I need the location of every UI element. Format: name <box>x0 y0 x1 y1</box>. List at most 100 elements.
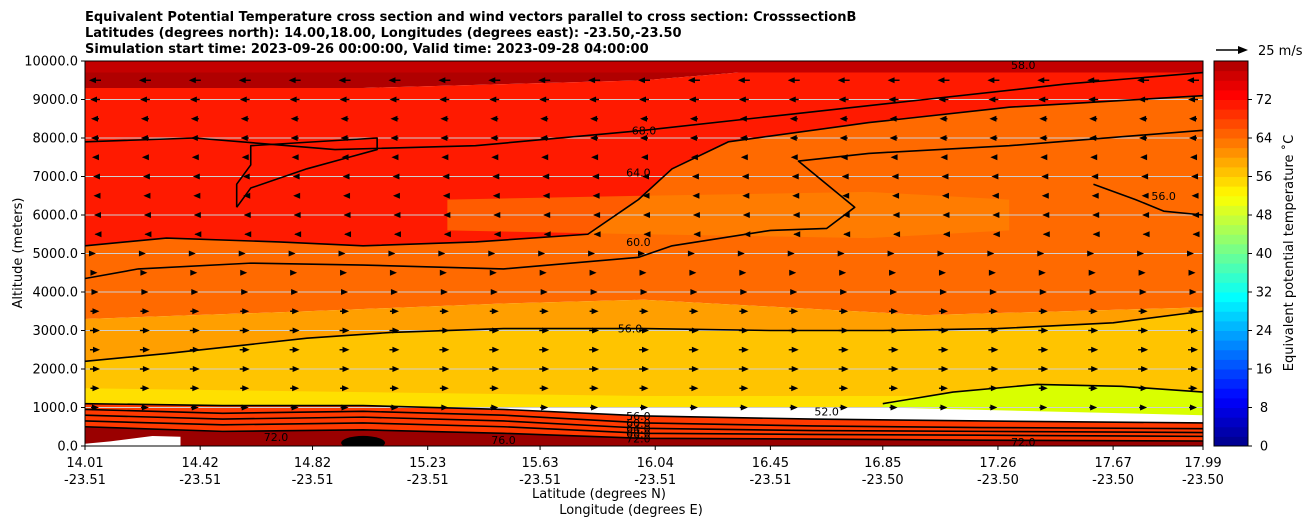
wind-vector-head <box>342 385 350 392</box>
wind-vector-head <box>140 269 148 276</box>
wind-vector-head <box>443 212 451 218</box>
wind-vector-head <box>340 269 348 276</box>
wind-vector-head <box>791 173 799 180</box>
wind-vector-head <box>687 77 695 84</box>
wind-vector-head <box>791 327 799 334</box>
wind-vector-head <box>91 404 99 411</box>
wind-vector-head <box>1089 135 1097 141</box>
wind-vector-head <box>1137 77 1145 84</box>
wind-vector-head <box>543 231 551 238</box>
colorbar-segment <box>1214 166 1248 177</box>
colorbar-segment <box>1214 186 1248 197</box>
wind-vector-head <box>538 250 546 257</box>
wind-vector-head <box>791 366 799 372</box>
x-tick-label-longitude: -23.50 <box>1182 473 1224 488</box>
wind-vector-head <box>292 308 300 315</box>
wind-vector-head <box>940 385 948 392</box>
contour-line-64 <box>85 414 1203 434</box>
wind-vector-head <box>342 173 350 180</box>
wind-vector-head <box>1091 366 1099 372</box>
wind-vector-head <box>1041 366 1049 372</box>
wind-vector-head <box>389 269 397 276</box>
contour-line-60 <box>85 408 1203 430</box>
wind-vector-head <box>593 212 601 218</box>
wind-vector-head <box>342 366 350 372</box>
y-tick-label: 5000.0 <box>33 247 79 262</box>
wind-vector-head <box>1039 289 1047 295</box>
wind-vector-head <box>92 346 100 353</box>
wind-vector-head <box>790 154 798 161</box>
colorbar-label: Equivalent potential temperature ˚C <box>1281 135 1297 371</box>
wind-vector-head <box>939 289 947 295</box>
wind-vector-head <box>740 404 748 411</box>
wind-vector-head <box>388 77 396 84</box>
wind-vector-head <box>144 231 152 238</box>
wind-vector-head <box>342 327 350 334</box>
contour-label: 64.0 <box>626 167 651 180</box>
wind-vector-head <box>140 115 148 122</box>
wind-vector-head <box>1037 77 1045 84</box>
wind-vector-head <box>1091 346 1099 353</box>
colorbar-segment <box>1214 70 1248 81</box>
wind-vector-head <box>640 135 647 141</box>
wind-vector-head <box>391 308 399 315</box>
wind-vector-head <box>391 404 399 411</box>
wind-vector-head <box>742 212 750 218</box>
wind-vector-head <box>838 96 846 103</box>
wind-vector-head <box>691 173 699 180</box>
colorbar-segment <box>1214 263 1248 274</box>
wind-vector-head <box>1090 154 1098 161</box>
contour-label: 68.0 <box>626 427 651 440</box>
wind-vector-head <box>192 327 200 334</box>
wind-vector-head <box>791 308 799 315</box>
wind-vector-head <box>1040 308 1048 315</box>
wind-vector-head <box>643 231 651 238</box>
y-axis-label: Altitude (meters) <box>11 198 26 309</box>
wind-vector-head <box>542 192 550 199</box>
colorbar-segment <box>1214 109 1248 120</box>
wind-vector-head <box>343 192 351 199</box>
wind-vector-head <box>90 269 98 276</box>
wind-vector-head <box>1038 96 1046 103</box>
wind-vector-head <box>1040 385 1048 392</box>
wind-vector-head <box>291 154 299 161</box>
wind-vector-head <box>1141 192 1149 199</box>
contour-line-68 <box>85 71 1203 151</box>
wind-vector-head <box>1038 269 1046 276</box>
wind-vector-head <box>1192 231 1200 238</box>
wind-vector-head <box>192 366 200 372</box>
wind-vector-head <box>242 346 250 353</box>
wind-vector-head <box>741 173 749 180</box>
wind-vector-head <box>240 135 248 141</box>
wind-vector-head <box>541 404 549 411</box>
wind-vector-head <box>941 346 949 353</box>
wind-vector-head <box>642 173 649 180</box>
wind-vector-head <box>292 346 300 353</box>
wind-vector-head <box>192 346 200 353</box>
x-tick-label-longitude: -23.50 <box>1092 473 1134 488</box>
wind-vector-head <box>889 269 897 276</box>
wind-vector-head <box>392 327 400 334</box>
wind-vector-head <box>441 154 449 161</box>
wind-vector-head <box>887 250 895 257</box>
quiver-key: 25 m/s <box>1216 44 1303 59</box>
wind-vector-head <box>1190 308 1198 315</box>
wind-vector-head <box>891 385 899 392</box>
wind-vector-head <box>789 135 797 141</box>
wind-vector-head <box>691 346 699 353</box>
wind-vector-head <box>538 77 546 84</box>
wind-vector-head <box>238 77 246 84</box>
x-tick-label-latitude: 17.67 <box>1095 456 1132 471</box>
wind-vector-head <box>941 192 949 199</box>
wind-vector-head <box>541 385 549 392</box>
wind-vector-head <box>941 327 949 334</box>
wind-vector-head <box>990 404 998 411</box>
wind-vector-head <box>192 385 200 392</box>
wind-vector-head <box>492 192 500 199</box>
wind-vector-head <box>1191 346 1199 353</box>
wind-vector-head <box>939 115 947 122</box>
wind-vector-head <box>393 231 401 238</box>
wind-vector-head <box>690 289 698 295</box>
wind-vector-head <box>241 404 249 411</box>
wind-vector-head <box>690 154 698 161</box>
